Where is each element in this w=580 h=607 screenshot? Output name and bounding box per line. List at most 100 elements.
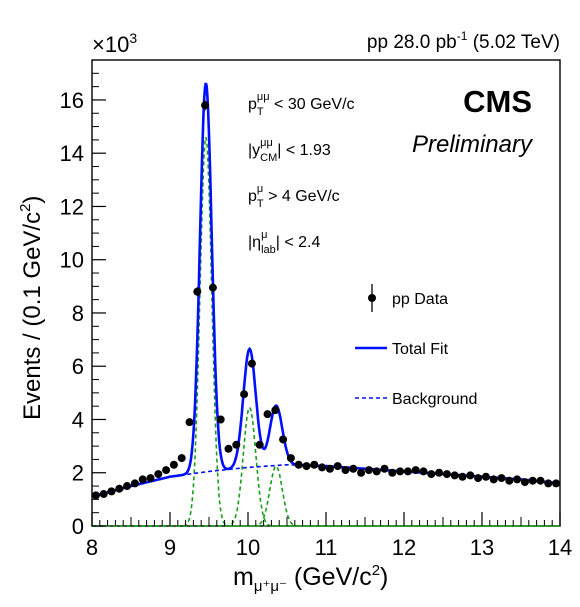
data-point [552, 479, 561, 488]
data-point [201, 101, 210, 110]
legend-bkg-label: Background [392, 391, 477, 408]
y-axis-title: Events / (0.1 GeV/c2) [17, 196, 46, 420]
data-point [193, 287, 202, 296]
data-point [544, 479, 553, 488]
data-point [130, 479, 139, 488]
data-point [208, 283, 217, 292]
data-point [497, 474, 506, 483]
plot-frame [91, 59, 561, 527]
data-point [411, 466, 420, 475]
data-point [349, 464, 358, 473]
data-point [177, 454, 186, 463]
data-point [505, 476, 514, 485]
legend-data-label: pp Data [392, 291, 448, 308]
y-tick-label: 2 [72, 461, 84, 486]
y-tick-label: 8 [72, 301, 84, 326]
data-point [123, 482, 132, 491]
legend-data-marker [368, 294, 376, 302]
data-point [474, 474, 483, 483]
data-point [435, 468, 444, 477]
cut-label: pμ > 4 GeV/c [248, 183, 340, 205]
y-tick-label: 4 [72, 407, 84, 432]
x-tick-label: 10 [236, 535, 260, 560]
y-tick-label: 10 [60, 248, 84, 273]
x-tick-label: 8 [86, 535, 98, 560]
x-tick-label: 9 [164, 535, 176, 560]
data-point [450, 471, 459, 480]
data-point [271, 406, 280, 415]
y-multiplier: ×103 [92, 30, 137, 57]
cut-subscript: lab [261, 244, 276, 256]
data-point [372, 467, 381, 476]
data-point [528, 476, 537, 485]
x-tick-label: 13 [470, 535, 494, 560]
data-point [388, 468, 397, 477]
data-point [115, 484, 124, 493]
data-point [419, 467, 428, 476]
data-point [403, 467, 412, 476]
data-point [489, 475, 498, 484]
x-axis-title: mμ⁺μ⁻ (GeV/c2) [233, 562, 388, 595]
data-point [216, 415, 225, 424]
data-point [185, 418, 194, 427]
data-point [520, 478, 529, 487]
y-axis-ticks: 0 2 4 6 8 10 12 14 16 [60, 59, 106, 539]
experiment-label: CMS [463, 84, 532, 119]
y-tick-label: 16 [60, 88, 84, 113]
data-point [107, 487, 116, 496]
data-point [138, 475, 147, 484]
data-point [310, 460, 319, 469]
data-point [341, 466, 350, 475]
data-point [333, 462, 342, 471]
x-tick-label: 11 [315, 535, 338, 560]
data-points [91, 99, 561, 500]
data-point [466, 471, 475, 480]
y-tick-label: 6 [72, 354, 84, 379]
data-point [481, 472, 490, 481]
data-point [325, 464, 334, 473]
cut-subscript: T [257, 106, 264, 118]
cut-subscript: T [257, 198, 264, 210]
x-tick-label: 14 [548, 535, 572, 560]
data-point [364, 466, 373, 475]
data-point [513, 475, 522, 484]
data-point [536, 476, 545, 485]
data-point [232, 440, 241, 449]
data-point [286, 454, 295, 463]
legend-fit-label: Total Fit [392, 341, 449, 358]
data-point [263, 410, 272, 419]
data-point [247, 359, 256, 368]
data-point [427, 470, 436, 479]
data-point [99, 490, 108, 499]
cut-subscript: CM [260, 152, 277, 164]
data-point [146, 474, 155, 483]
cut-label: pμμ < 30 GeV/c [248, 91, 355, 113]
y-tick-label: 14 [60, 141, 84, 166]
data-point [255, 440, 264, 449]
y-tick-label: 0 [72, 514, 84, 539]
data-point [279, 435, 288, 444]
cut-label: |yμμ | < 1.93 [248, 137, 331, 159]
data-point [318, 463, 327, 472]
data-point [380, 464, 389, 473]
x-axis-ticks: 8 9 10 11 12 13 14 [86, 512, 572, 560]
data-point [294, 460, 303, 469]
data-point [442, 470, 451, 479]
y-tick-label: 12 [60, 194, 84, 219]
data-point [162, 466, 171, 475]
data-point [154, 470, 163, 479]
data-point [396, 467, 405, 476]
status-label: Preliminary [412, 131, 534, 158]
data-point [91, 491, 100, 500]
lumi-label: pp 28.0 pb-1 (5.02 TeV) [367, 29, 560, 53]
data-point [458, 472, 467, 481]
data-point [224, 444, 233, 453]
x-tick-label: 12 [392, 535, 416, 560]
legend: pp Data Total Fit Background [355, 284, 477, 408]
cut-label: |ημ | < 2.4 [248, 229, 320, 251]
data-point [302, 462, 311, 471]
data-point [240, 390, 249, 399]
data-point [357, 468, 366, 477]
